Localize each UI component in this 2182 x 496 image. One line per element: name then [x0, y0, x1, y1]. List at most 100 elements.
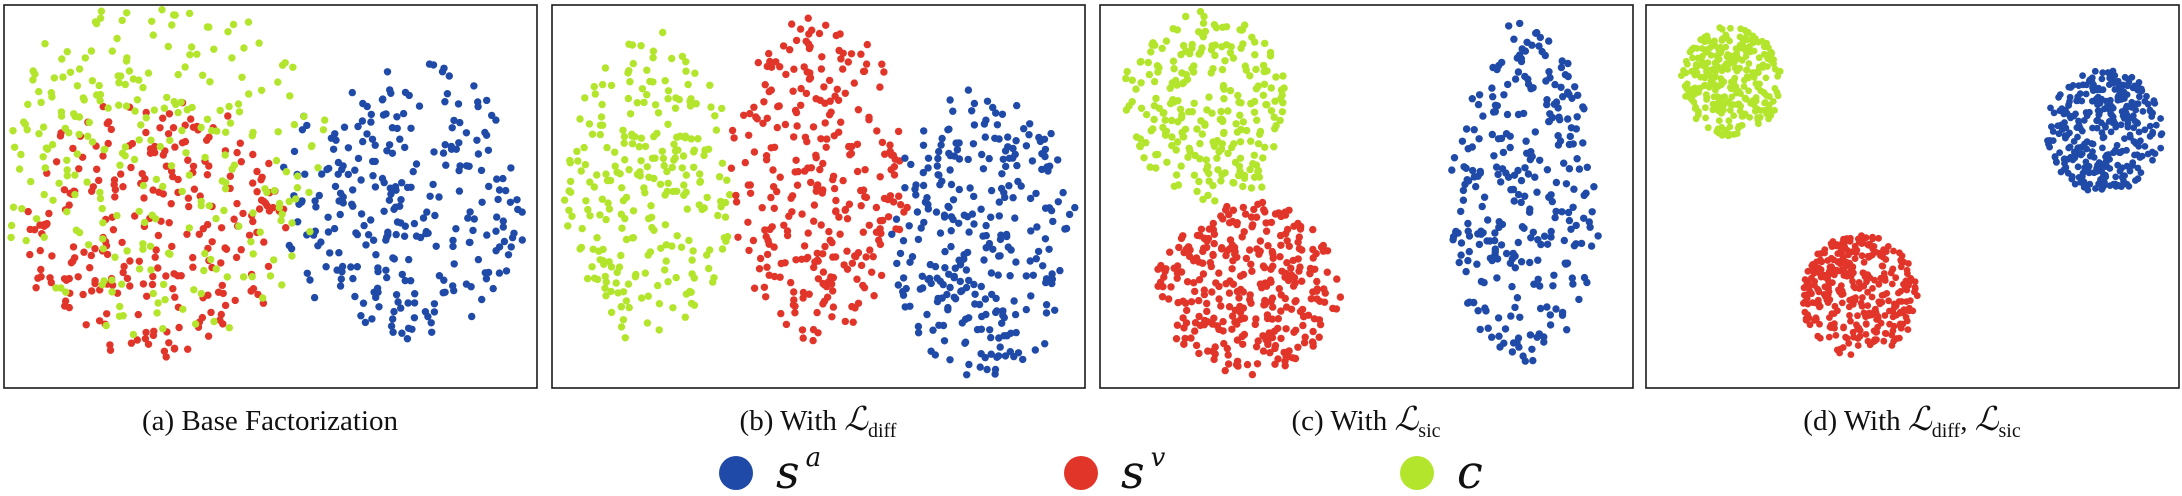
point-s-v: [837, 118, 845, 126]
point-s-a: [1484, 216, 1492, 224]
point-c: [244, 18, 253, 26]
point-c: [603, 143, 611, 152]
point-c: [7, 221, 16, 230]
point-c: [672, 273, 680, 282]
point-s-v: [1248, 223, 1256, 231]
point-s-a: [474, 150, 483, 158]
point-s-v: [1809, 299, 1817, 306]
point-s-a: [923, 310, 931, 319]
point-s-v: [772, 58, 780, 66]
point-s-v: [852, 252, 860, 261]
point-c: [1239, 182, 1247, 191]
point-s-v: [117, 170, 125, 178]
point-s-v: [1804, 267, 1812, 275]
point-s-a: [481, 269, 489, 277]
point-s-v: [1243, 360, 1252, 369]
point-c: [290, 120, 299, 129]
point-c: [1229, 54, 1238, 62]
point-s-a: [506, 198, 515, 206]
point-c: [48, 93, 56, 101]
point-c: [712, 126, 721, 134]
point-c: [171, 11, 179, 19]
point-s-v: [1832, 332, 1840, 339]
point-s-a: [965, 360, 973, 369]
point-s-v: [1215, 282, 1223, 291]
point-c: [39, 153, 47, 161]
point-s-v: [801, 133, 810, 141]
point-s-v: [119, 183, 127, 191]
point-c: [96, 194, 105, 203]
point-s-a: [303, 269, 311, 277]
point-s-v: [1854, 235, 1862, 243]
point-c: [1149, 39, 1157, 47]
point-s-a: [989, 245, 997, 253]
point-c: [73, 150, 82, 158]
point-s-v: [1840, 253, 1847, 261]
point-s-v: [1842, 333, 1849, 341]
point-s-a: [1450, 154, 1459, 162]
point-s-a: [349, 274, 357, 283]
point-s-a: [1457, 207, 1465, 216]
point-s-v: [1805, 284, 1812, 292]
point-s-v: [833, 85, 841, 94]
point-s-a: [1458, 137, 1467, 145]
point-c: [1177, 114, 1186, 122]
point-s-v: [792, 36, 801, 45]
point-s-v: [1173, 262, 1182, 270]
point-s-a: [943, 290, 951, 299]
point-s-v: [128, 139, 137, 148]
point-s-v: [1854, 312, 1861, 320]
point-s-v: [1175, 243, 1183, 252]
point-c: [718, 104, 726, 113]
point-s-a: [428, 328, 436, 336]
point-c: [203, 115, 212, 124]
point-s-a: [1475, 135, 1483, 143]
point-s-a: [2106, 74, 2114, 82]
point-s-a: [344, 170, 352, 179]
point-s-v: [143, 292, 151, 300]
point-c: [1732, 64, 1739, 72]
point-c: [249, 128, 257, 137]
point-c: [1169, 57, 1178, 65]
point-s-a: [2060, 166, 2068, 173]
point-c: [596, 211, 604, 219]
point-s-v: [817, 135, 825, 143]
point-c: [139, 240, 147, 248]
point-c: [99, 235, 107, 243]
point-s-a: [1569, 140, 1577, 148]
point-s-a: [430, 148, 438, 156]
point-s-v: [1277, 334, 1285, 343]
point-s-a: [2056, 91, 2064, 98]
point-c: [574, 157, 582, 165]
point-s-a: [1486, 237, 1494, 245]
point-c: [576, 115, 584, 123]
point-c: [220, 206, 228, 215]
point-c: [207, 255, 215, 264]
point-s-a: [349, 186, 357, 194]
point-c: [586, 178, 594, 186]
point-s-v: [1858, 252, 1866, 260]
point-s-a: [1500, 339, 1508, 347]
point-s-v: [800, 242, 809, 250]
point-c: [41, 164, 49, 172]
point-c: [249, 250, 257, 258]
point-c: [673, 133, 681, 141]
point-c: [1132, 85, 1140, 93]
point-s-a: [2070, 138, 2078, 145]
point-s-v: [819, 159, 827, 168]
point-c: [1220, 95, 1228, 103]
point-s-v: [745, 246, 753, 255]
point-s-v: [744, 181, 752, 189]
point-s-v: [1269, 303, 1277, 311]
point-c: [40, 233, 48, 241]
point-s-a: [412, 232, 421, 240]
point-s-v: [812, 151, 820, 159]
point-c: [664, 120, 672, 128]
point-s-v: [897, 201, 905, 209]
point-s-v: [1262, 219, 1270, 227]
point-s-v: [126, 257, 134, 265]
point-s-a: [354, 122, 362, 131]
point-c: [688, 256, 696, 264]
point-s-a: [1013, 101, 1021, 110]
point-s-v: [857, 186, 865, 195]
